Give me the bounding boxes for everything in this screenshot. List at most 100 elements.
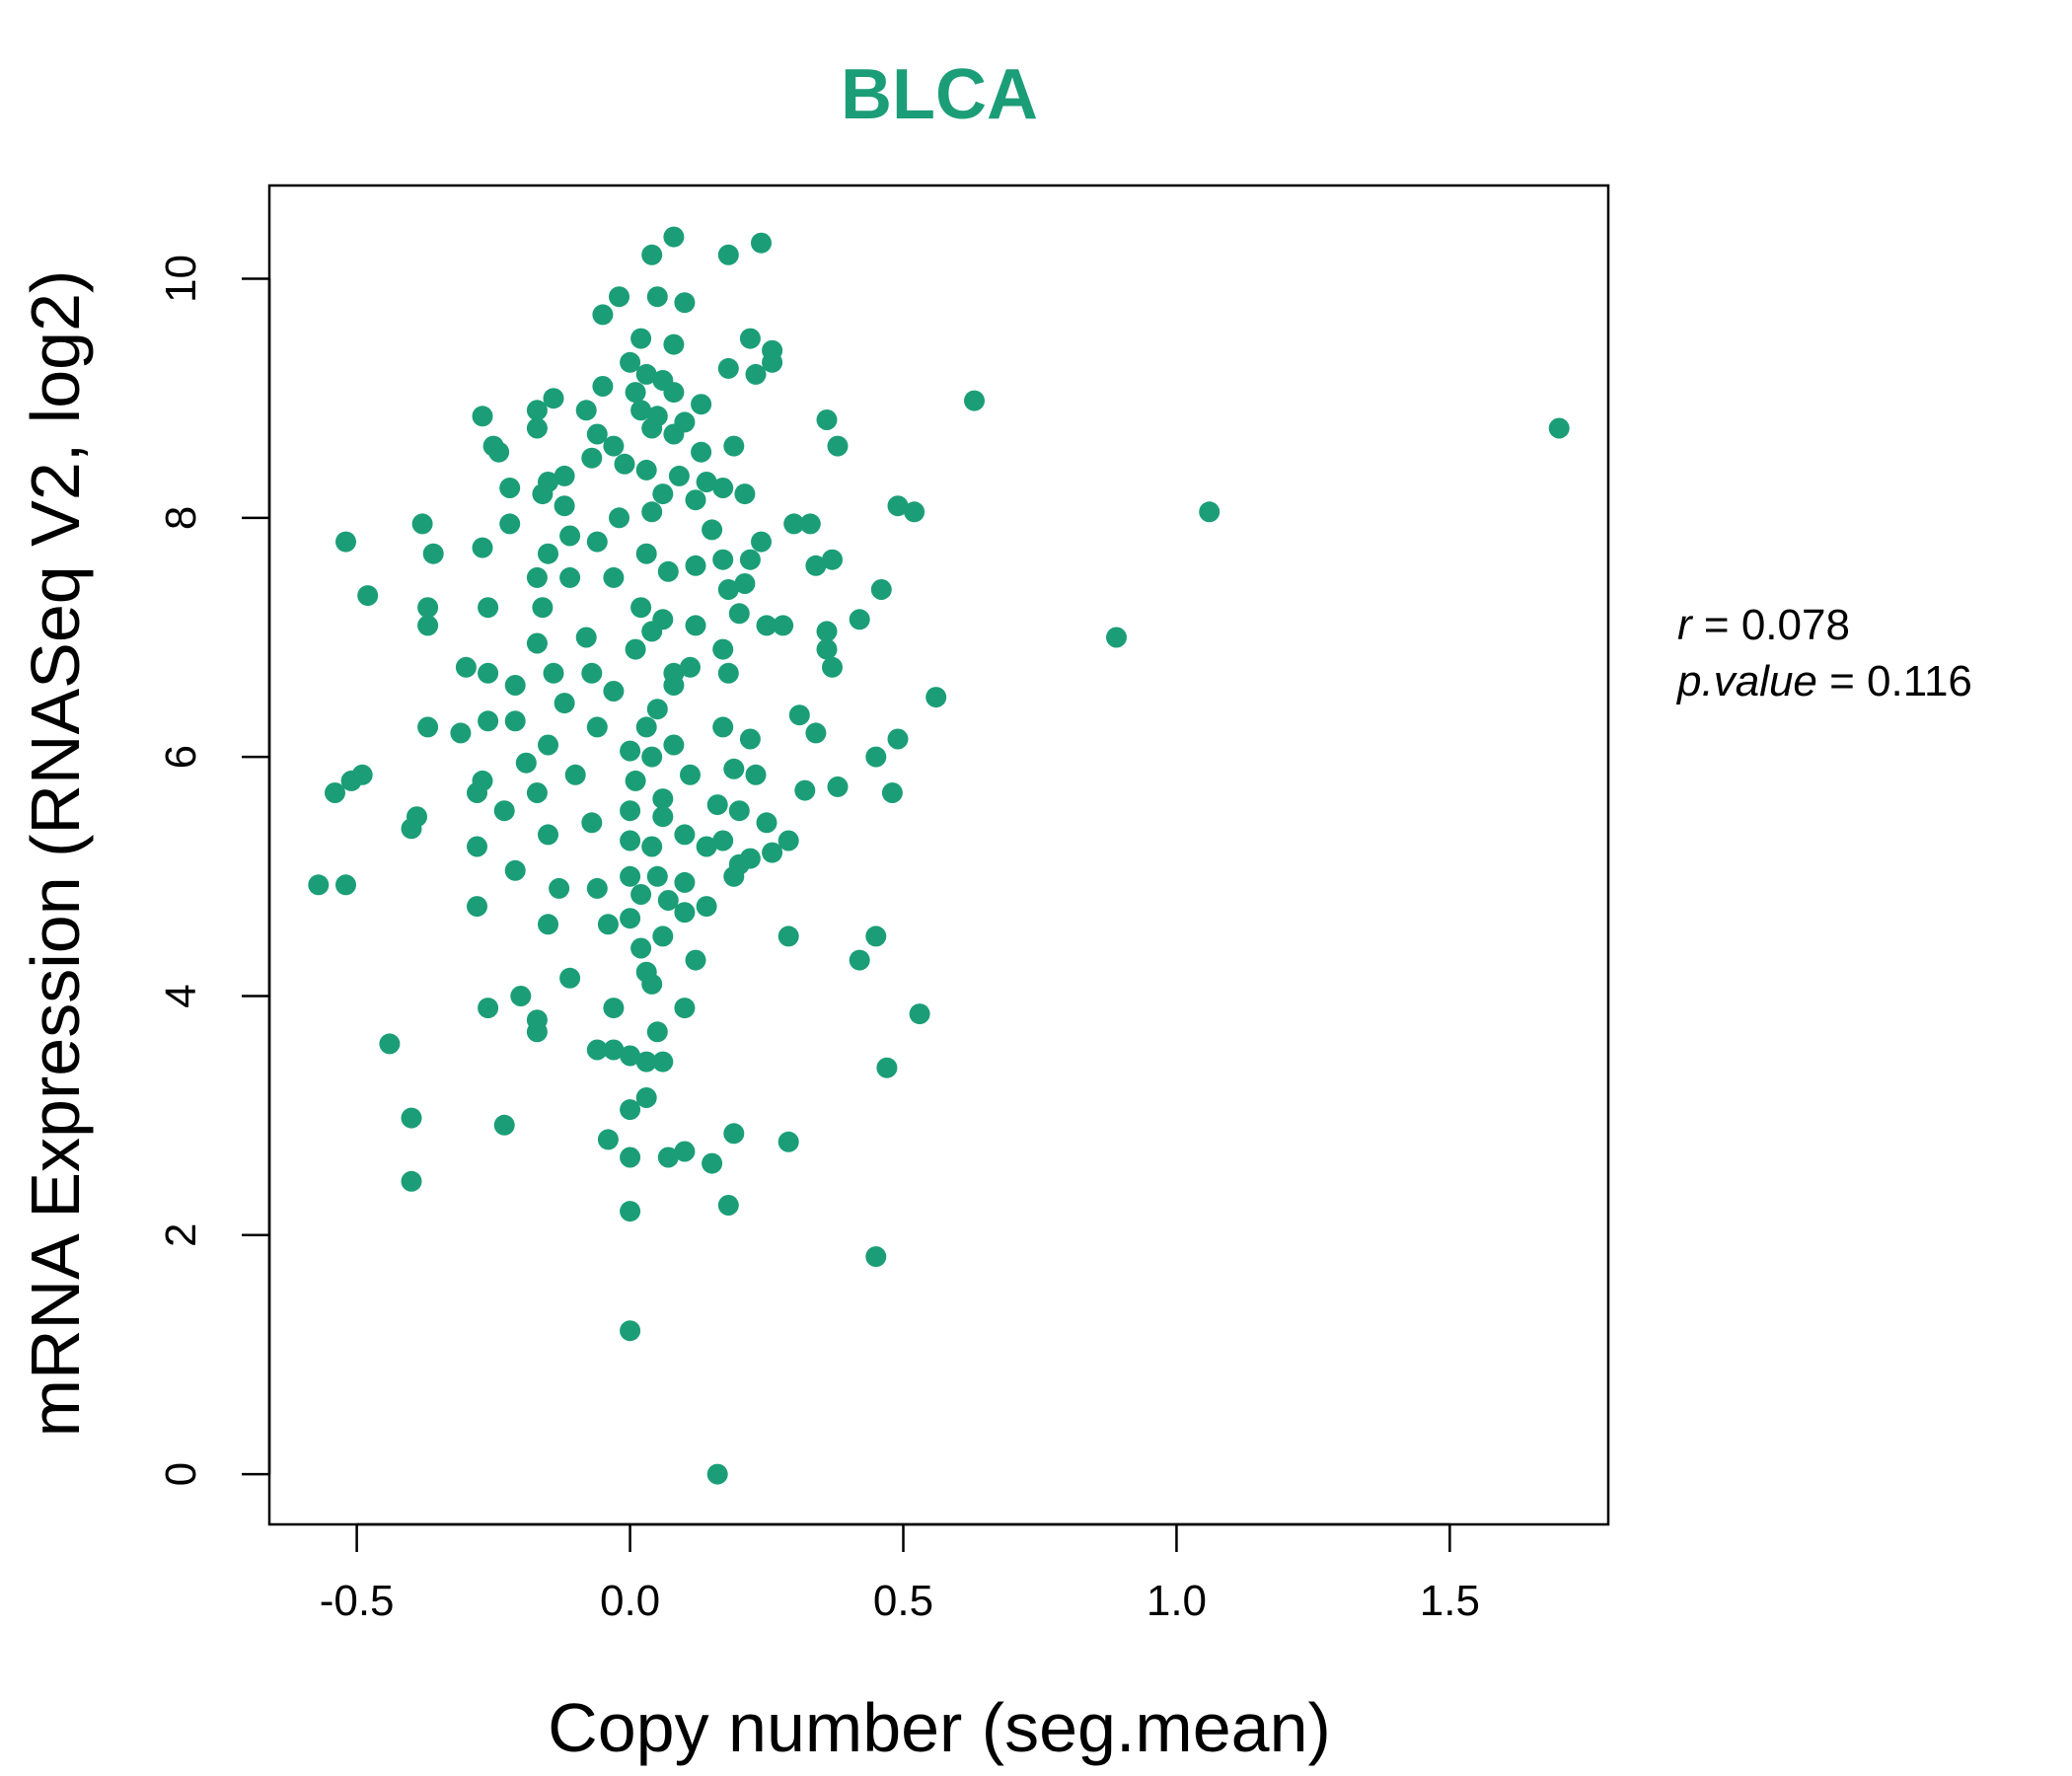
data-point <box>751 232 772 254</box>
data-point <box>401 1107 422 1129</box>
data-point <box>641 746 663 768</box>
data-point <box>488 441 510 463</box>
data-point <box>603 681 625 702</box>
data-point <box>308 874 330 896</box>
data-point <box>625 382 646 404</box>
data-point <box>685 949 706 971</box>
data-point <box>538 914 558 935</box>
data-point <box>712 549 734 570</box>
data-point <box>325 782 345 803</box>
data-point <box>728 800 750 822</box>
data-point <box>717 579 739 600</box>
data-point <box>630 597 652 619</box>
data-point <box>586 716 608 738</box>
data-point <box>739 549 761 570</box>
data-point <box>554 693 575 714</box>
data-point <box>575 627 597 648</box>
data-point <box>717 244 739 265</box>
data-point <box>756 812 777 834</box>
data-point <box>646 699 668 720</box>
data-point <box>904 501 925 523</box>
data-point <box>538 824 558 846</box>
data-point <box>472 406 493 427</box>
data-point <box>663 382 685 404</box>
data-point <box>422 543 444 564</box>
x-tick-label: 1.0 <box>1147 1577 1207 1625</box>
data-point <box>586 531 608 553</box>
data-point <box>586 1039 608 1061</box>
data-point <box>554 495 575 517</box>
data-point <box>702 519 723 541</box>
data-point <box>515 752 537 774</box>
data-point <box>635 543 657 564</box>
x-tick-label: 0.0 <box>600 1577 660 1625</box>
data-point <box>652 788 674 810</box>
r-value: 0.078 <box>1741 601 1850 649</box>
data-point <box>467 782 487 803</box>
data-point <box>816 621 838 642</box>
data-point <box>641 417 663 439</box>
data-point <box>635 716 657 738</box>
y-tick-label: 6 <box>157 745 205 769</box>
data-point <box>450 722 472 744</box>
p-value: 0.116 <box>1867 657 1972 705</box>
data-point <box>652 1051 674 1073</box>
data-point <box>411 513 433 535</box>
data-point <box>478 710 499 732</box>
data-point <box>717 662 739 684</box>
data-point <box>401 818 422 840</box>
x-tick-label: 0.5 <box>873 1577 933 1625</box>
data-point <box>499 513 521 535</box>
data-point <box>526 417 548 439</box>
data-point <box>526 566 548 588</box>
data-point <box>706 794 728 816</box>
data-point <box>581 812 603 834</box>
data-point <box>777 830 799 851</box>
data-point <box>816 409 838 430</box>
data-point <box>691 441 712 463</box>
data-point <box>739 328 761 349</box>
data-point <box>586 877 608 899</box>
data-point <box>641 973 663 995</box>
data-point <box>696 836 717 857</box>
data-point <box>620 1147 641 1168</box>
data-point <box>646 286 668 308</box>
data-point <box>663 734 685 756</box>
data-point <box>592 376 614 397</box>
data-point <box>881 782 903 803</box>
data-point <box>909 1003 930 1025</box>
data-point <box>510 986 532 1006</box>
data-point <box>822 549 843 570</box>
data-point <box>603 1039 625 1061</box>
data-point <box>401 1170 422 1192</box>
data-point <box>597 1129 619 1150</box>
r-label: r <box>1677 601 1694 649</box>
data-point <box>641 501 663 523</box>
data-point <box>635 1051 657 1073</box>
data-point <box>625 770 646 791</box>
data-point <box>816 638 838 660</box>
data-point <box>467 836 487 857</box>
data-point <box>751 531 772 553</box>
data-point <box>493 800 515 822</box>
y-axis: 0 2 4 6 8 10 <box>157 255 271 1486</box>
data-point <box>581 662 603 684</box>
data-point <box>674 871 696 893</box>
data-point <box>620 351 641 373</box>
data-point <box>559 566 581 588</box>
data-point <box>674 292 696 314</box>
data-point <box>805 722 827 744</box>
data-point <box>745 363 767 385</box>
data-point <box>876 1057 898 1078</box>
data-point <box>467 896 487 918</box>
data-point <box>586 423 608 445</box>
data-point <box>887 495 909 517</box>
data-point <box>526 632 548 654</box>
data-point <box>630 400 652 421</box>
data-point <box>663 675 685 696</box>
data-point <box>652 806 674 828</box>
data-point <box>526 1021 548 1043</box>
data-point <box>340 770 362 791</box>
data-point <box>756 615 777 636</box>
